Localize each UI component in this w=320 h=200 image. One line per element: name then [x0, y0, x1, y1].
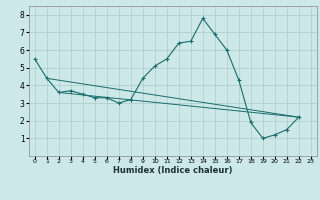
X-axis label: Humidex (Indice chaleur): Humidex (Indice chaleur)	[113, 166, 233, 175]
